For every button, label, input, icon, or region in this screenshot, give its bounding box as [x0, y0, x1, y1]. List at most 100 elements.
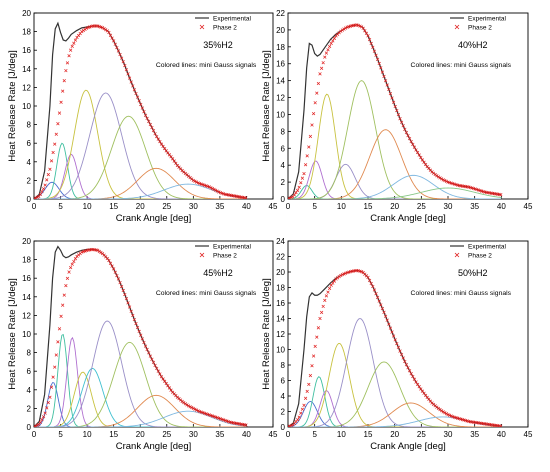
x-tick-label: 40: [242, 202, 251, 211]
phase2-marker: [110, 36, 114, 40]
x-tick-label: 30: [444, 430, 453, 439]
x-tick-label: 45: [269, 430, 278, 439]
gauss-signal-4: [34, 89, 247, 199]
phase2-marker: [107, 30, 111, 35]
y-axis-label: Heat Release Rate [J/deg]: [7, 50, 18, 161]
phase2-marker: [209, 186, 213, 190]
phase2-marker: [67, 54, 71, 58]
phase2-marker: [369, 281, 373, 286]
phase2-marker: [73, 38, 78, 42]
phase2-marker: [393, 104, 397, 109]
y-tick-label: 20: [22, 9, 31, 18]
legend-phase2-label: Phase 2: [468, 25, 492, 32]
gauss-signal-4: [34, 371, 247, 427]
phase2-marker: [40, 417, 44, 422]
x-tick-label: 10: [337, 202, 346, 211]
phase2-marker: [377, 299, 381, 303]
phase2-marker: [45, 178, 49, 182]
x-tick-label: 25: [417, 430, 426, 439]
phase2-marker: [191, 178, 195, 183]
phase2-marker: [70, 44, 74, 48]
phase2-marker: [411, 374, 415, 379]
y-tick-label: 18: [22, 256, 31, 265]
gauss-signal-5: [34, 92, 247, 199]
phase2-marker: [404, 130, 409, 135]
phase2-marker: [34, 425, 36, 427]
phase2-marker: [391, 334, 396, 338]
y-tick-label: 8: [27, 121, 32, 130]
phase2-marker: [398, 349, 402, 353]
phase2-marker: [297, 185, 301, 189]
phase2-marker: [372, 49, 377, 53]
phase2-marker: [343, 26, 348, 30]
phase2-marker: [403, 127, 407, 131]
phase2-marker: [54, 132, 58, 136]
phase2-marker: [444, 412, 449, 416]
y-tick-label: 16: [22, 46, 31, 55]
y-tick-label: 4: [281, 392, 286, 401]
gauss-signal-2: [288, 376, 502, 427]
phase2-marker: [324, 294, 329, 298]
phase2-marker: [323, 298, 327, 303]
phase2-marker: [369, 41, 373, 46]
panel-label: 45%H2: [203, 268, 233, 278]
phase2-marker: [108, 261, 113, 265]
phase2-marker: [151, 360, 156, 365]
phase2-marker: [303, 396, 308, 400]
phase2-marker: [142, 340, 146, 345]
phase2-marker: [115, 45, 119, 50]
phase2-marker: [51, 375, 55, 379]
phase2-marker: [414, 380, 418, 384]
x-tick-label: 35: [470, 202, 479, 211]
x-tick-label: 5: [312, 202, 317, 211]
phase2-marker: [41, 415, 46, 419]
phase2-marker: [363, 29, 367, 33]
phase2-marker: [321, 304, 325, 309]
phase2-marker: [367, 278, 372, 283]
phase2-marker: [319, 66, 324, 70]
phase2-marker: [172, 159, 176, 163]
x-tick-label: 45: [269, 202, 278, 211]
phase2-marker: [67, 270, 71, 274]
x-tick-label: 20: [136, 430, 145, 439]
phase2-marker: [132, 317, 137, 322]
phase2-marker: [409, 372, 413, 376]
y-tick-label: 8: [281, 127, 286, 136]
phase2-marker: [297, 415, 301, 419]
y-tick-label: 0: [281, 423, 286, 432]
plot-data: [34, 21, 248, 199]
phase2-marker: [399, 120, 404, 124]
x-tick-label: 35: [470, 430, 479, 439]
x-tick-label: 20: [136, 202, 145, 211]
phase2-marker: [213, 188, 218, 192]
phase2-marker: [412, 145, 417, 149]
phase2-marker: [65, 61, 70, 65]
phase2-marker: [439, 409, 444, 413]
phase2-marker: [327, 286, 332, 291]
phase2-marker: [135, 325, 140, 330]
phase2-marker: [150, 357, 154, 361]
x-tick-label: 15: [109, 202, 118, 211]
gauss-signal-2: [34, 142, 247, 199]
phase2-marker: [359, 270, 364, 274]
phase2-marker: [342, 27, 346, 31]
phase2-marker: [377, 61, 381, 66]
panel-annotation: Colored lines: mini Gauss signals: [156, 62, 257, 69]
phase2-marker: [193, 407, 197, 411]
phase2-marker: [127, 76, 132, 80]
phase2-marker: [387, 322, 391, 326]
phase2-marker: [131, 84, 135, 88]
phase2-marker: [311, 111, 316, 116]
phase2-marker: [340, 28, 345, 32]
chart-panel-2: 0 5 10 15 20 25 30 35 40 450246810121416182022Cra…: [261, 9, 533, 224]
gauss-signal-3: [34, 153, 247, 199]
phase2-marker: [147, 119, 151, 124]
phase2-marker: [191, 406, 195, 411]
gauss-signal-8: [288, 187, 502, 199]
phase2-marker: [299, 181, 303, 185]
phase2-marker: [68, 48, 73, 52]
chart-panel-1: 0 5 10 15 20 25 30 35 40 45 0 2 4 6 8 10 12 14 16 18 20 Crank…: [7, 9, 278, 224]
phase2-marker: [61, 89, 65, 93]
phase2-marker: [406, 133, 410, 138]
